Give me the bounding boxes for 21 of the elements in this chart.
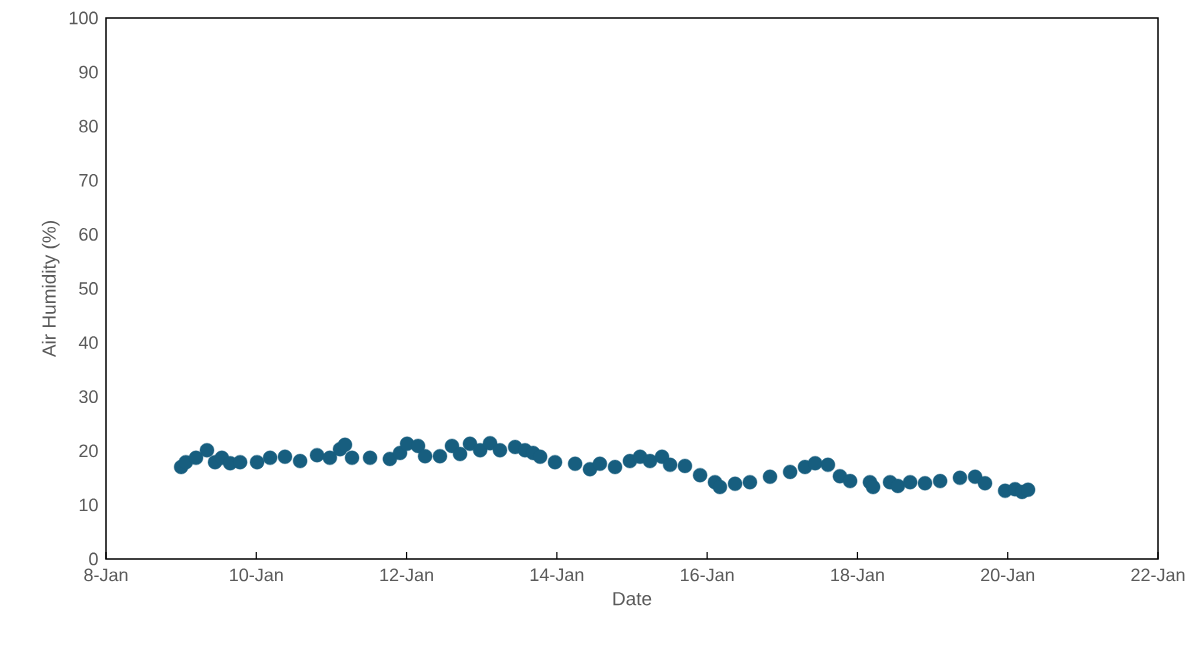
x-tick-label: 16-Jan	[680, 568, 734, 582]
y-tick-label: 80	[79, 119, 98, 133]
y-tick-label: 100	[69, 11, 98, 25]
y-tick-label: 10	[79, 498, 98, 512]
x-tick-label: 20-Jan	[981, 568, 1035, 582]
y-tick-label: 20	[79, 444, 98, 458]
x-tick-label: 10-Jan	[230, 568, 283, 582]
x-tick-label: 8-Jan	[84, 568, 128, 582]
x-tick-label: 12-Jan	[380, 568, 433, 582]
y-tick-label: 0	[89, 552, 98, 566]
y-tick-label: 30	[79, 390, 98, 404]
x-axis-title: Date	[613, 592, 652, 606]
y-tick-label: 60	[79, 228, 98, 241]
y-tick-label: 70	[79, 173, 98, 187]
y-axis-title: Air Humidity (%)	[41, 221, 60, 358]
x-tick-label: 22-Jan	[1131, 568, 1185, 582]
y-tick-label: 90	[79, 65, 98, 79]
x-tick-label: 18-Jan	[831, 568, 884, 582]
y-tick-label: 40	[78, 336, 98, 349]
y-tick-label: 50	[79, 282, 98, 295]
x-tick-label: 14-Jan	[530, 568, 584, 582]
